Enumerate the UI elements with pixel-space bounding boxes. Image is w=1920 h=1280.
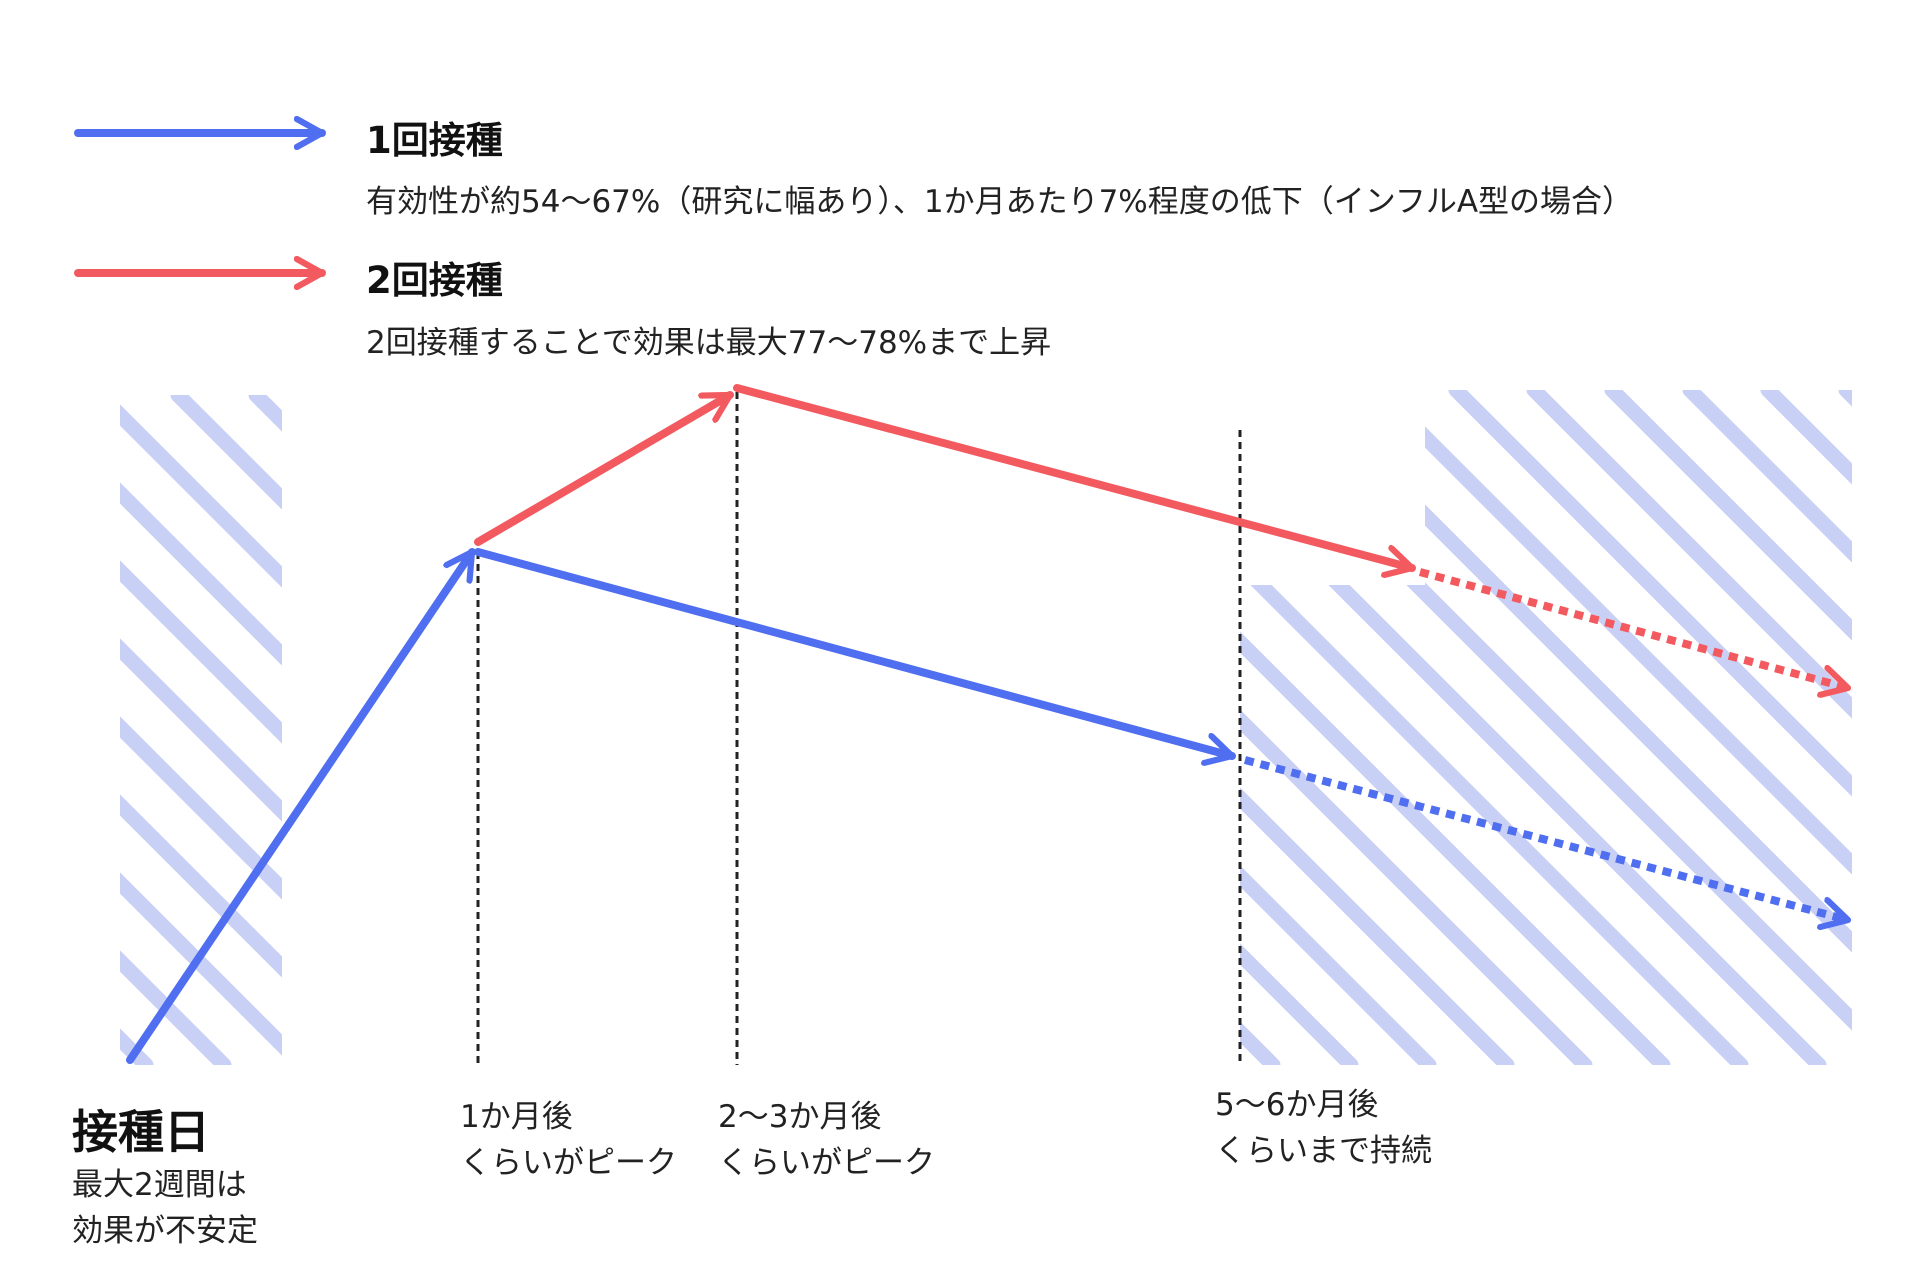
unstable-period-hatch bbox=[0, 395, 282, 1065]
dose2-rise-arrow bbox=[474, 391, 734, 546]
start-note-line-2: 効果が不安定 bbox=[72, 1213, 258, 1249]
unstable-hatch-stripe-4 bbox=[120, 872, 282, 1056]
milestone-1-label-line-1: 1か月後 bbox=[460, 1099, 573, 1135]
dose1-projected-dotted-arrow bbox=[1243, 756, 1848, 920]
milestone-1-label: 1か月後 くらいがピーク bbox=[460, 1094, 677, 1186]
dose2-decline-arrow bbox=[733, 384, 1416, 568]
waning-hatch-stripe-1 bbox=[1240, 390, 1281, 1065]
milestone-1-label-line-2: くらいがピーク bbox=[460, 1145, 677, 1181]
unstable-hatch-stripe-1 bbox=[0, 395, 68, 1065]
milestone-3-label-line-1: 5〜6か月後 bbox=[1215, 1087, 1379, 1123]
dose2-projected-dotted-arrow bbox=[1418, 568, 1848, 688]
waning-hatch-stripe-3 bbox=[1240, 390, 1437, 1065]
waning-hatch-stripe-7 bbox=[1240, 390, 1749, 1065]
milestone-3-label-line-2: くらいまで持続 bbox=[1215, 1133, 1432, 1169]
legend-dose1-title: 1回接種 bbox=[366, 119, 503, 162]
unstable-hatch-stripe-8 bbox=[120, 560, 282, 744]
waning-hatch-stripe-14 bbox=[1604, 390, 1852, 1065]
waning-period-hatch bbox=[520, 390, 1852, 1065]
start-note-line-1: 最大2週間は bbox=[72, 1167, 247, 1203]
unstable-hatch-stripe-7 bbox=[120, 638, 282, 822]
waning-hatch-stripe-4 bbox=[1240, 390, 1515, 1065]
legend-dose2-description: 2回接種することで効果は最大77〜78%まで上昇 bbox=[366, 325, 1052, 361]
waning-hatch-stripe-11 bbox=[1370, 390, 1852, 1065]
waning-hatch-stripe-5 bbox=[1240, 390, 1593, 1065]
waning-hatch-stripe-6 bbox=[1240, 390, 1671, 1065]
dose1-rise-arrow bbox=[126, 548, 476, 1064]
milestone-3-label: 5〜6か月後 くらいまで持続 bbox=[1215, 1082, 1432, 1174]
waning-hatch-stripe-0 bbox=[520, 390, 1195, 1065]
milestone-2-label-line-2: くらいがピーク bbox=[718, 1145, 935, 1181]
milestone-2-label-line-1: 2〜3か月後 bbox=[718, 1099, 882, 1135]
unstable-hatch-stripe-10 bbox=[120, 404, 282, 588]
waning-hatch-stripe-12 bbox=[1448, 390, 1852, 1065]
start-note: 最大2週間は 効果が不安定 bbox=[72, 1162, 258, 1254]
waning-hatch-stripe-17 bbox=[1838, 390, 1852, 1065]
dose1-decline-arrow bbox=[474, 548, 1236, 756]
waning-hatch-stripe-15 bbox=[1682, 390, 1852, 1065]
start-day-label: 接種日 bbox=[72, 1105, 210, 1159]
unstable-hatch-stripe-6 bbox=[120, 716, 282, 900]
milestone-2-label: 2〜3か月後 くらいがピーク bbox=[718, 1094, 935, 1186]
waning-hatch-stripe-13 bbox=[1526, 390, 1852, 1065]
legend-dose1-description: 有効性が約54〜67%（研究に幅あり）、1か月あたり7%程度の低下（インフルA型… bbox=[366, 184, 1634, 220]
legend-dose2-title: 2回接種 bbox=[366, 259, 503, 302]
unstable-hatch-stripe-5 bbox=[120, 794, 282, 978]
unstable-hatch-stripe-9 bbox=[120, 482, 282, 666]
